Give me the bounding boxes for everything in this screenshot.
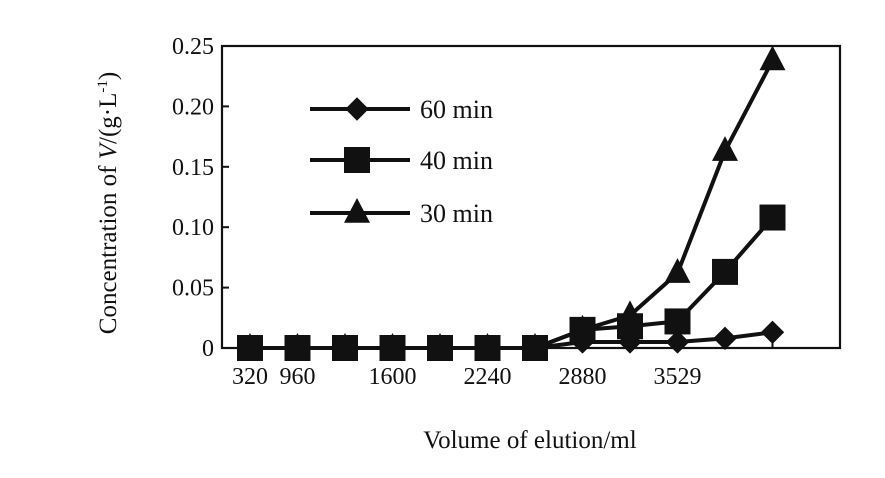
x-tick-label: 3529 bbox=[654, 364, 702, 390]
x-axis-title: Volume of elution/ml bbox=[423, 427, 636, 454]
data-point-triangle bbox=[759, 45, 786, 71]
x-tick-label: 2880 bbox=[559, 364, 607, 390]
x-tick-label: 1600 bbox=[369, 364, 417, 390]
legend: 60 min 40 min 30 min bbox=[310, 95, 493, 228]
legend-label: 30 min bbox=[420, 199, 493, 228]
y-tick-label: 0.05 bbox=[172, 276, 214, 302]
data-point-triangle bbox=[664, 258, 691, 283]
y-tick-label: 0.25 bbox=[172, 34, 214, 60]
data-point-diamond bbox=[428, 336, 452, 360]
y-axis-title-close: ) bbox=[95, 72, 122, 80]
y-tick-label: 0.20 bbox=[172, 94, 214, 120]
y-tick-label: 0.10 bbox=[172, 215, 214, 241]
data-point-square bbox=[664, 308, 691, 335]
y-axis-title-exponent: -1 bbox=[95, 80, 111, 93]
data-point-diamond bbox=[760, 320, 785, 345]
series-line-square bbox=[250, 216, 775, 350]
series-markers bbox=[237, 45, 786, 361]
data-point-diamond bbox=[238, 336, 262, 360]
data-point-diamond bbox=[523, 336, 547, 360]
legend-marker-diamond bbox=[345, 97, 369, 121]
data-point-diamond bbox=[380, 336, 405, 360]
data-point-diamond bbox=[333, 336, 357, 360]
data-point-diamond bbox=[285, 336, 310, 360]
y-axis-title-unit: /(g·L bbox=[95, 93, 122, 144]
data-point-square bbox=[712, 258, 738, 285]
data-point-diamond bbox=[618, 330, 642, 354]
x-tick-label: 2240 bbox=[464, 364, 512, 390]
data-point-triangle bbox=[712, 136, 738, 161]
legend-label: 40 min bbox=[420, 146, 493, 175]
y-axis-title-prefix: Concentration of bbox=[95, 159, 122, 334]
plot-frame bbox=[220, 44, 842, 350]
data-point-diamond bbox=[570, 330, 595, 354]
series-lines bbox=[250, 59, 775, 350]
y-axis: 0 0.05 0.10 0.15 0.20 0.25 bbox=[172, 34, 229, 362]
y-axis-title: Concentration of V/(g·L-1) bbox=[95, 72, 122, 334]
x-tick-label: 960 bbox=[280, 364, 316, 390]
legend-marker-triangle bbox=[344, 198, 370, 223]
series-line-diamond bbox=[250, 330, 773, 350]
data-point-diamond bbox=[475, 336, 500, 360]
data-point-diamond bbox=[713, 326, 737, 351]
data-point-square bbox=[759, 204, 786, 231]
legend-marker-square bbox=[344, 147, 370, 173]
y-tick-label: 0.15 bbox=[172, 155, 214, 181]
data-point-diamond bbox=[665, 330, 690, 354]
x-tick-label: 320 bbox=[232, 364, 268, 390]
y-tick-label: 0 bbox=[202, 336, 214, 362]
legend-label: 60 min bbox=[420, 95, 493, 124]
y-axis-title-variable: V bbox=[95, 141, 122, 159]
